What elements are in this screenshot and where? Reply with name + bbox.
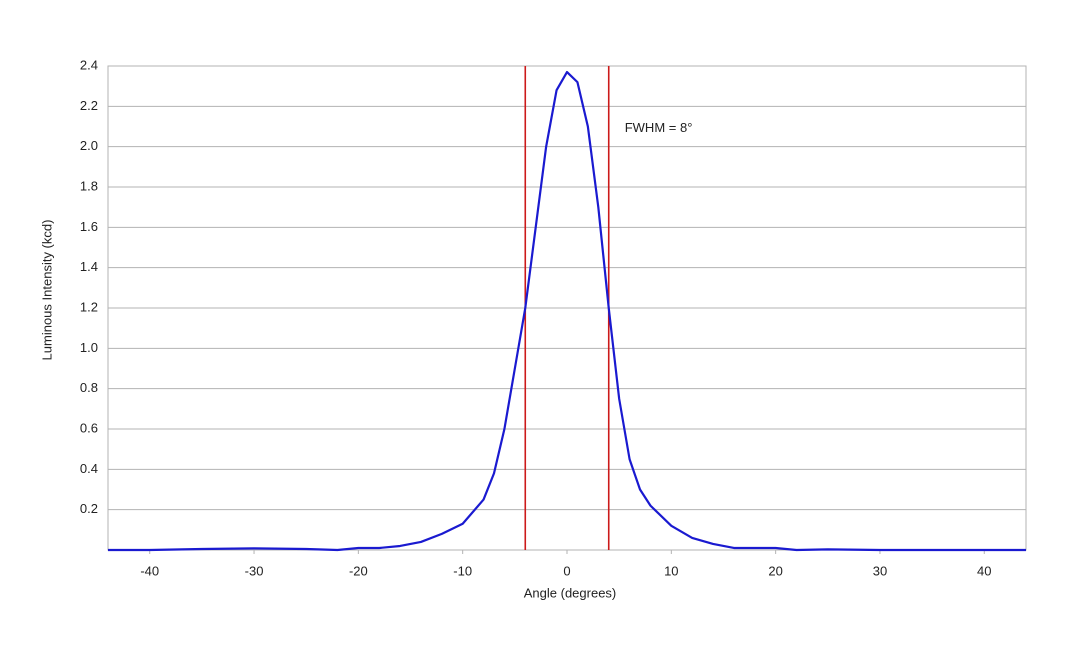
- y-tick-label: 0.4: [80, 461, 98, 476]
- y-tick-label: 1.6: [80, 219, 98, 234]
- x-tick-label: -30: [245, 563, 264, 578]
- x-tick-label: -10: [453, 563, 472, 578]
- x-tick-label: -20: [349, 563, 368, 578]
- y-tick-label: 2.2: [80, 98, 98, 113]
- y-tick-label: 0.8: [80, 380, 98, 395]
- y-tick-label: 1.2: [80, 299, 98, 314]
- y-tick-label: 2.4: [80, 57, 98, 72]
- y-axis-label: Luminous Intensity (kcd): [39, 220, 54, 361]
- x-tick-label: 0: [563, 563, 570, 578]
- x-tick-label: 40: [977, 563, 991, 578]
- data-line: [108, 70, 1026, 552]
- y-tick-label: 1.4: [80, 259, 98, 274]
- y-tick-label: 0.6: [80, 420, 98, 435]
- y-tick-label: 1.8: [80, 178, 98, 193]
- y-tick-label: 2.0: [80, 138, 98, 153]
- x-axis-label: Angle (degrees): [524, 585, 617, 600]
- y-tick-label: 0.2: [80, 501, 98, 516]
- x-tick-label: 10: [664, 563, 678, 578]
- x-tick-label: 20: [768, 563, 782, 578]
- y-tick-label: 1.0: [80, 340, 98, 355]
- x-tick-label: 30: [873, 563, 887, 578]
- annotation: FWHM = 8°: [625, 120, 693, 135]
- x-tick-label: -40: [140, 563, 159, 578]
